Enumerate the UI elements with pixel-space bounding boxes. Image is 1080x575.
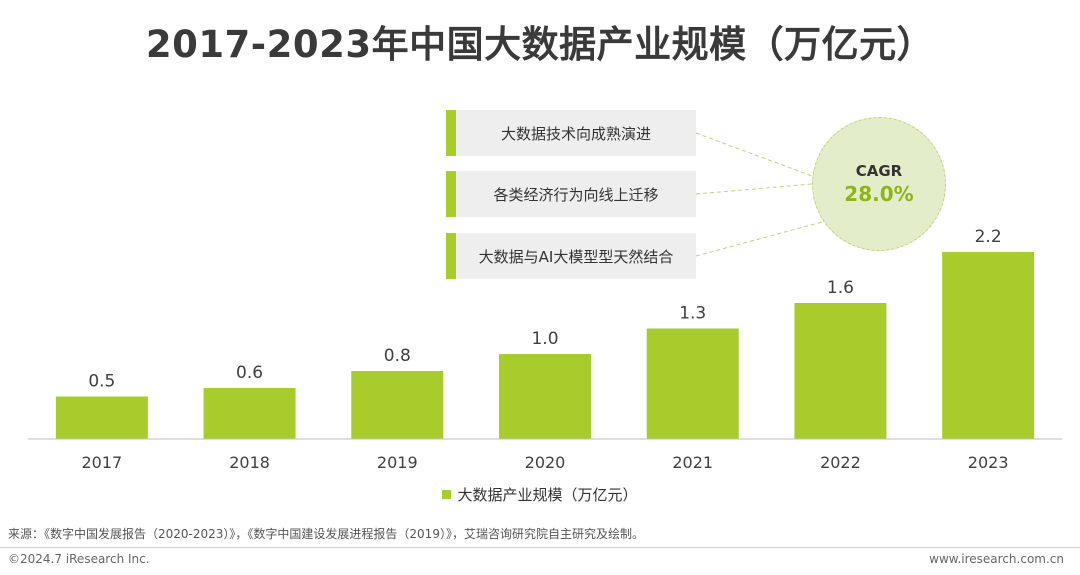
connector-line-1 (695, 132, 813, 177)
connector-line-3 (695, 221, 823, 257)
legend: 大数据产业规模（万亿元） (0, 484, 1080, 505)
driver-box-1: 大数据技术向成熟演进 (446, 110, 696, 156)
driver-label-1: 大数据技术向成熟演进 (500, 124, 651, 143)
legend-swatch (442, 490, 452, 499)
data-label-2022: 1.6 (827, 278, 854, 298)
x-tick-label-2019: 2019 (377, 453, 418, 472)
source-note: 来源：《数字中国发展报告（2020-2023）》，《数字中国建设发展进程报告（2… (8, 527, 644, 541)
data-label-2021: 1.3 (679, 304, 706, 324)
driver-accent-bar (446, 110, 456, 156)
data-label-2019: 0.8 (384, 346, 411, 366)
footer-divider (0, 547, 1080, 548)
bar-2022 (794, 303, 887, 439)
bar-2021 (646, 328, 739, 439)
x-tick-label-2022: 2022 (820, 453, 861, 472)
bars-group: 0.5 2017 0.6 2018 0.8 2019 1.0 2020 1.3 2021 1.6 20… (55, 227, 1035, 472)
bar-2017 (55, 396, 148, 439)
copyright: ©2024.7 iResearch Inc. (8, 552, 150, 566)
driver-box-3: 大数据与AI大模型型天然结合 (446, 233, 696, 279)
cagr-value: 28.0% (844, 182, 914, 206)
driver-box-2: 各类经济行为向线上迁移 (446, 171, 696, 217)
connector-line-2 (695, 183, 813, 195)
x-tick-label-2018: 2018 (229, 453, 270, 472)
cagr-circle: CAGR 28.0% (812, 117, 946, 251)
bar-2023 (942, 252, 1035, 439)
website-link[interactable]: www.iresearch.com.cn (929, 552, 1064, 566)
driver-accent-bar (446, 171, 456, 217)
cagr-label: CAGR (855, 162, 903, 180)
legend-label: 大数据产业规模（万亿元） (457, 486, 638, 504)
chart-title: 2017-2023年中国大数据产业规模（万亿元） (145, 23, 935, 66)
data-label-2023: 2.2 (975, 227, 1002, 247)
x-tick-label-2017: 2017 (81, 453, 122, 472)
x-tick-label-2020: 2020 (525, 453, 566, 472)
bar-2019 (351, 371, 444, 439)
data-label-2018: 0.6 (236, 363, 263, 383)
data-label-2017: 0.5 (88, 372, 115, 392)
driver-label-3: 大数据与AI大模型型天然结合 (478, 247, 674, 266)
bar-2020 (499, 354, 591, 439)
driver-accent-bar (446, 233, 456, 279)
bar-2018 (203, 388, 296, 439)
x-tick-label-2023: 2023 (968, 453, 1009, 472)
x-tick-label-2021: 2021 (672, 453, 713, 472)
driver-label-2: 各类经济行为向线上迁移 (493, 185, 659, 204)
data-label-2020: 1.0 (531, 329, 558, 349)
